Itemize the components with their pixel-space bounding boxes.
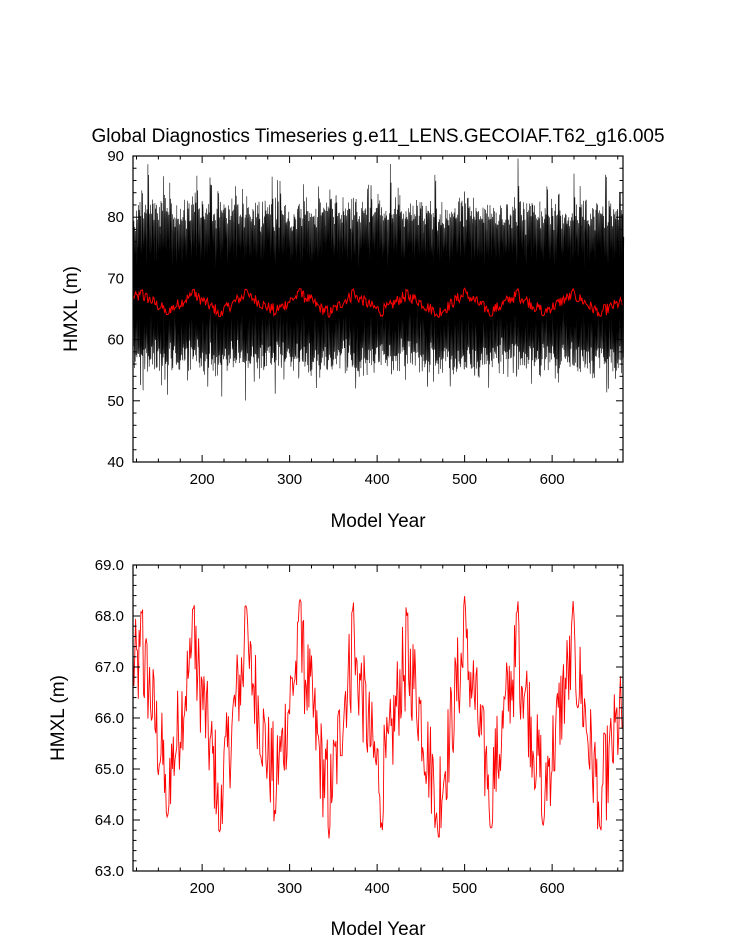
top-ticks: 200 300 400 500 600 40 50 60 70 80 90	[107, 148, 623, 488]
chart-title: Global Diagnostics Timeseries g.e11_LENS…	[91, 126, 664, 147]
bottom-x-tick-label: 400	[365, 880, 390, 897]
top-y-tick-label: 60	[107, 332, 124, 349]
bottom-y-tick-label: 68.0	[95, 608, 124, 625]
bottom-y-tick-label: 67.0	[95, 659, 124, 676]
bottom-y-tick-label: 69.0	[95, 557, 124, 574]
top-y-tick-label: 90	[107, 148, 124, 165]
top-y-tick-label: 70	[107, 270, 124, 287]
top-x-tick-label: 200	[190, 471, 215, 488]
top-monthly-series-line	[132, 158, 625, 401]
bottom-x-tick-label: 500	[452, 880, 477, 897]
top-x-tick-label: 600	[540, 471, 565, 488]
top-plot-frame	[132, 155, 624, 463]
bottom-y-tick-label: 66.0	[95, 710, 124, 727]
bottom-annual-series-line	[132, 596, 624, 839]
bottom-y-axis-label: HMXL (m)	[48, 675, 69, 761]
top-y-tick-label: 80	[107, 209, 124, 226]
top-y-axis-label: HMXL (m)	[61, 266, 82, 352]
top-panel: 200 300 400 500 600 40 50 60 70 80 90 HMXL (m) Mod…	[61, 148, 625, 532]
bottom-x-tick-label: 300	[277, 880, 302, 897]
top-plot-lines	[132, 158, 625, 401]
bottom-x-axis-label: Model Year	[330, 919, 426, 940]
top-x-tick-label: 400	[365, 471, 390, 488]
bottom-x-tick-label: 600	[540, 880, 565, 897]
bottom-plot-frame	[132, 564, 624, 872]
bottom-ticks: 200 300 400 500 600 63.0 64.0 65.0 66.0 67.0 68.0 6…	[95, 557, 623, 897]
top-x-axis-label: Model Year	[330, 511, 426, 532]
top-y-tick-label: 40	[107, 454, 124, 471]
top-x-tick-label: 300	[277, 471, 302, 488]
top-annual-series-line	[132, 287, 624, 319]
bottom-y-tick-label: 65.0	[95, 761, 124, 778]
bottom-y-tick-label: 63.0	[95, 863, 124, 880]
bottom-panel: 200 300 400 500 600 63.0 64.0 65.0 66.0 67.0 68.0 6…	[48, 557, 624, 940]
bottom-plot-lines	[132, 596, 624, 839]
top-x-tick-label: 500	[452, 471, 477, 488]
bottom-x-tick-label: 200	[190, 880, 215, 897]
bottom-y-tick-label: 64.0	[95, 812, 124, 829]
top-y-tick-label: 50	[107, 393, 124, 410]
